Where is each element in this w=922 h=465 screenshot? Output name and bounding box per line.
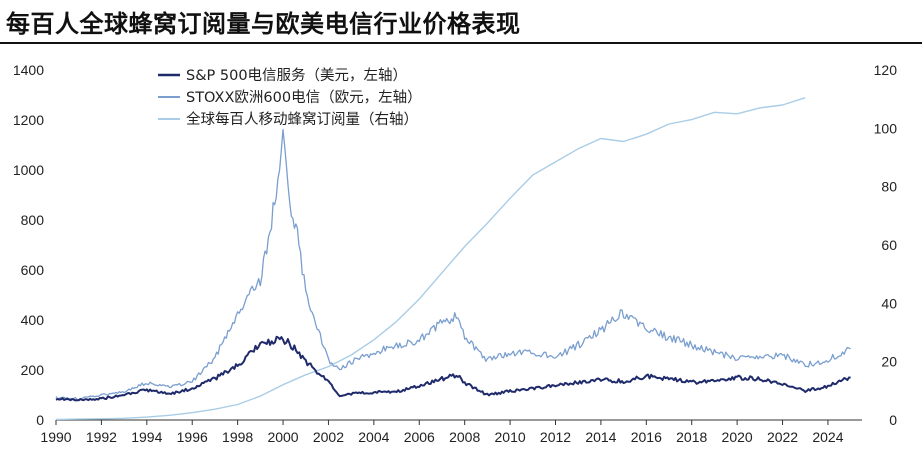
y-right-tick-label: 60 xyxy=(881,237,897,253)
y-left-tick-label: 200 xyxy=(21,362,45,378)
x-tick-label: 2010 xyxy=(495,429,526,445)
x-tick-label: 1996 xyxy=(177,429,208,445)
x-tick-label: 1994 xyxy=(131,429,162,445)
x-tick-label: 2012 xyxy=(540,429,571,445)
x-tick-label: 2008 xyxy=(449,429,480,445)
y-left-tick-label: 1400 xyxy=(13,62,44,78)
y-left-tick-label: 1200 xyxy=(13,112,44,128)
y-left-tick-label: 800 xyxy=(21,212,45,228)
y-right-tick-label: 80 xyxy=(881,179,897,195)
legend-label: S&P 500电信服务（美元，左轴） xyxy=(186,67,407,84)
x-tick-label: 2000 xyxy=(267,429,298,445)
y-right-tick-label: 100 xyxy=(874,120,898,136)
x-tick-label: 2020 xyxy=(722,429,753,445)
x-tick-label: 2004 xyxy=(358,429,389,445)
legend: S&P 500电信服务（美元，左轴） STOXX欧洲600电信（欧元，左轴） 全球每… xyxy=(158,67,422,128)
series-line-2 xyxy=(55,128,851,401)
x-tick-label: 2022 xyxy=(767,429,798,445)
y-right-tick-label: 40 xyxy=(881,295,897,311)
x-tick-label: 2002 xyxy=(313,429,344,445)
series-line-3 xyxy=(55,97,806,421)
x-tick-label: 2018 xyxy=(676,429,707,445)
title-rule xyxy=(0,42,922,44)
y-left-tick-label: 0 xyxy=(36,412,44,428)
y-right-tick-label: 0 xyxy=(889,412,897,428)
legend-label: 全球每百人移动蜂窝订阅量（右轴） xyxy=(186,110,418,128)
plot-area xyxy=(55,97,851,421)
legend-label: STOXX欧洲600电信（欧元，左轴） xyxy=(186,89,422,106)
series-line-1 xyxy=(55,335,851,402)
chart-title: 每百人全球蜂窝订阅量与欧美电信行业价格表现 xyxy=(6,10,521,38)
y-right-tick-label: 120 xyxy=(874,62,898,78)
x-tick-label: 1990 xyxy=(40,429,71,445)
y-left-tick-label: 1000 xyxy=(13,162,44,178)
x-tick-label: 1992 xyxy=(86,429,117,445)
x-tick-label: 2006 xyxy=(404,429,435,445)
x-tick-label: 2016 xyxy=(631,429,662,445)
y-left-tick-label: 600 xyxy=(21,262,45,278)
x-tick-label: 2024 xyxy=(812,429,843,445)
x-tick-label: 1998 xyxy=(222,429,253,445)
x-tick-label: 2014 xyxy=(585,429,616,445)
axes: 1990 1992 1994 1996 1998 2000 2002 2004 2006 2008… xyxy=(13,62,897,445)
y-left-tick-label: 400 xyxy=(21,312,45,328)
y-right-tick-label: 20 xyxy=(881,354,897,370)
